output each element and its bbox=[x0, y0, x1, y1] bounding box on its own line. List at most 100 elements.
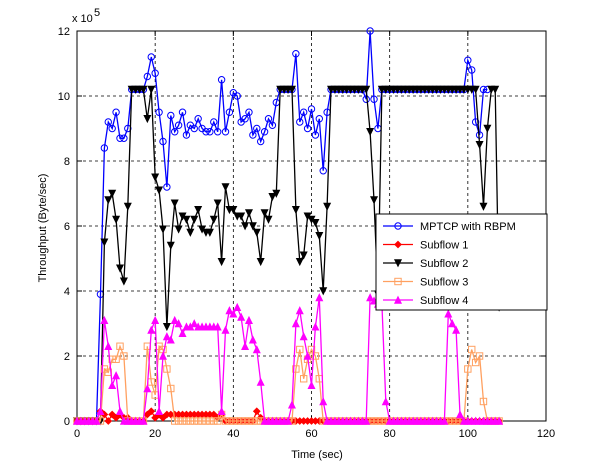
data-point-subflow-4 bbox=[170, 315, 179, 324]
data-point-mptcp-with-rbpm bbox=[167, 111, 175, 120]
data-point-subflow-2 bbox=[252, 228, 261, 237]
data-point-subflow-3 bbox=[174, 417, 183, 425]
data-point-mptcp-with-rbpm bbox=[112, 108, 120, 116]
legend-label-mptcp-with-rbpm: MPTCP with RBPM bbox=[420, 221, 516, 233]
legend: MPTCP with RBPM Subflow 1 Subflow 2 Subflow… bbox=[375, 213, 548, 311]
data-point-subflow-3 bbox=[229, 417, 238, 425]
data-point-subflow-2 bbox=[108, 189, 117, 198]
data-point-subflow-3 bbox=[186, 417, 195, 425]
data-point-subflow-2 bbox=[115, 264, 125, 273]
data-point-subflow-2 bbox=[237, 212, 246, 221]
data-point-subflow-4 bbox=[233, 302, 242, 311]
data-point-subflow-3 bbox=[221, 417, 230, 425]
data-point-subflow-2 bbox=[272, 189, 281, 198]
data-point-subflow-4 bbox=[158, 351, 167, 360]
data-point-subflow-3 bbox=[296, 345, 304, 354]
data-point-subflow-4 bbox=[174, 319, 183, 328]
data-point-subflow-3 bbox=[167, 384, 175, 393]
x-tick-label: 40 bbox=[227, 428, 239, 440]
y-tick-label: 12 bbox=[58, 26, 70, 38]
data-point-subflow-3 bbox=[249, 417, 257, 425]
data-point-mptcp-with-rbpm bbox=[202, 128, 210, 136]
data-point-subflow-1 bbox=[252, 407, 261, 416]
data-point-mptcp-with-rbpm bbox=[319, 167, 327, 175]
data-point-mptcp-with-rbpm bbox=[100, 144, 109, 152]
data-point-subflow-4 bbox=[221, 325, 230, 334]
data-point-mptcp-with-rbpm bbox=[268, 121, 277, 129]
data-point-mptcp-with-rbpm bbox=[315, 115, 324, 123]
data-point-subflow-4 bbox=[139, 416, 148, 425]
data-point-mptcp-with-rbpm bbox=[253, 124, 261, 133]
data-point-subflow-4 bbox=[295, 306, 304, 315]
data-point-subflow-1 bbox=[108, 410, 117, 419]
data-point-subflow-2 bbox=[151, 173, 160, 182]
data-point-mptcp-with-rbpm bbox=[221, 128, 230, 136]
data-point-mptcp-with-rbpm bbox=[366, 27, 374, 35]
data-point-subflow-2 bbox=[217, 258, 226, 267]
data-point-mptcp-with-rbpm bbox=[217, 76, 226, 84]
data-point-subflow-1 bbox=[159, 413, 167, 422]
data-point-subflow-2 bbox=[366, 128, 375, 137]
data-point-subflow-3 bbox=[182, 417, 191, 425]
data-point-subflow-1 bbox=[112, 413, 120, 422]
data-point-mptcp-with-rbpm bbox=[151, 69, 159, 77]
data-point-subflow-4 bbox=[291, 319, 300, 328]
data-point-mptcp-with-rbpm bbox=[303, 124, 312, 133]
data-point-mptcp-with-rbpm bbox=[155, 108, 163, 116]
data-point-subflow-2 bbox=[213, 199, 222, 208]
series-layer bbox=[72, 27, 504, 426]
data-point-mptcp-with-rbpm bbox=[296, 118, 304, 126]
data-point-mptcp-with-rbpm bbox=[182, 131, 191, 139]
data-point-subflow-4 bbox=[104, 341, 113, 350]
series-subflow-4 bbox=[72, 293, 504, 425]
data-point-subflow-2 bbox=[244, 209, 253, 218]
data-point-subflow-4 bbox=[452, 325, 461, 334]
data-point-mptcp-with-rbpm bbox=[249, 131, 257, 139]
data-point-subflow-4 bbox=[92, 416, 101, 425]
data-point-subflow-1 bbox=[104, 417, 113, 425]
legend-label-subflow-4: Subflow 4 bbox=[420, 295, 468, 307]
y-tick-label: 6 bbox=[64, 221, 70, 233]
y-axis-exponent: 5 bbox=[94, 7, 100, 19]
data-point-subflow-2 bbox=[264, 215, 273, 224]
data-point-subflow-4 bbox=[311, 322, 320, 331]
data-point-subflow-2 bbox=[287, 85, 296, 94]
data-point-subflow-3 bbox=[307, 345, 316, 354]
data-point-subflow-3 bbox=[214, 417, 222, 425]
data-point-mptcp-with-rbpm bbox=[143, 72, 152, 81]
data-point-mptcp-with-rbpm bbox=[206, 128, 214, 136]
data-point-subflow-2 bbox=[190, 215, 199, 224]
data-point-subflow-3 bbox=[245, 417, 253, 425]
data-point-subflow-2 bbox=[315, 232, 324, 241]
data-point-subflow-4 bbox=[96, 406, 105, 415]
legend-label-subflow-2: Subflow 2 bbox=[420, 258, 468, 270]
data-point-mptcp-with-rbpm bbox=[171, 128, 179, 136]
data-point-subflow-4 bbox=[284, 416, 293, 425]
data-point-subflow-3 bbox=[206, 417, 214, 425]
data-point-subflow-2 bbox=[100, 238, 109, 247]
data-point-subflow-2 bbox=[475, 141, 484, 150]
legend-marker-subflow-2 bbox=[393, 259, 403, 268]
data-point-subflow-3 bbox=[202, 417, 210, 425]
data-point-mptcp-with-rbpm bbox=[120, 134, 128, 142]
data-point-subflow-2 bbox=[362, 85, 371, 94]
data-point-subflow-4 bbox=[178, 328, 187, 337]
data-point-subflow-4 bbox=[256, 377, 265, 386]
data-point-subflow-2 bbox=[194, 206, 203, 215]
data-point-subflow-2 bbox=[483, 124, 492, 133]
data-point-subflow-4 bbox=[456, 410, 465, 419]
legend-entry-subflow-4: Subflow 4 bbox=[383, 295, 468, 307]
data-point-subflow-4 bbox=[299, 332, 308, 341]
data-point-subflow-2 bbox=[299, 251, 308, 260]
legend-marker-subflow-4 bbox=[393, 295, 403, 304]
data-point-subflow-2 bbox=[248, 222, 257, 231]
data-point-subflow-2 bbox=[166, 241, 175, 250]
data-point-subflow-1 bbox=[143, 410, 152, 419]
y-tick-label: 8 bbox=[64, 156, 70, 168]
data-point-subflow-2 bbox=[479, 202, 488, 211]
legend-items: MPTCP with RBPM Subflow 1 Subflow 2 Subflow… bbox=[383, 221, 516, 307]
data-point-subflow-2 bbox=[158, 225, 167, 234]
data-point-mptcp-with-rbpm bbox=[233, 92, 241, 100]
data-point-mptcp-with-rbpm bbox=[116, 134, 124, 142]
